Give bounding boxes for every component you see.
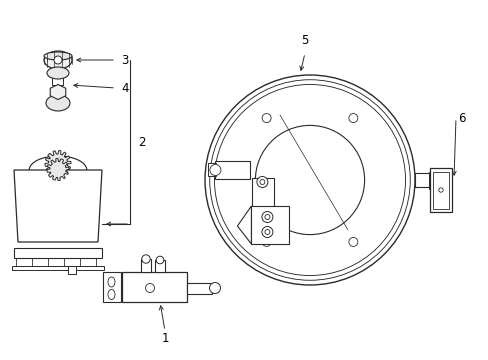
Circle shape — [348, 238, 357, 247]
Circle shape — [264, 230, 269, 234]
Polygon shape — [47, 158, 69, 180]
Ellipse shape — [108, 277, 115, 287]
Bar — [251, 206, 289, 244]
Circle shape — [209, 165, 221, 175]
Circle shape — [156, 256, 163, 264]
Bar — [122, 272, 186, 302]
Text: 1: 1 — [161, 332, 168, 345]
Bar — [103, 272, 121, 302]
Circle shape — [262, 211, 272, 222]
Circle shape — [256, 176, 267, 188]
Ellipse shape — [46, 95, 70, 111]
Ellipse shape — [47, 67, 69, 79]
Text: 6: 6 — [457, 112, 465, 125]
Circle shape — [209, 80, 409, 280]
Circle shape — [262, 238, 270, 247]
Circle shape — [255, 125, 364, 235]
Text: 3: 3 — [121, 54, 128, 67]
Circle shape — [204, 75, 414, 285]
Text: 4: 4 — [121, 81, 128, 94]
Circle shape — [214, 85, 405, 275]
Bar — [428, 171, 436, 189]
Circle shape — [262, 226, 272, 238]
Bar — [252, 178, 274, 243]
Bar — [155, 260, 164, 272]
Circle shape — [142, 255, 150, 263]
Bar — [186, 283, 212, 293]
Circle shape — [209, 283, 220, 293]
Circle shape — [145, 284, 154, 292]
Circle shape — [348, 113, 357, 122]
Bar — [52, 75, 63, 85]
Polygon shape — [50, 85, 66, 99]
Polygon shape — [14, 170, 102, 242]
Polygon shape — [237, 206, 251, 244]
Bar — [67, 266, 76, 274]
Ellipse shape — [44, 51, 72, 69]
Bar — [215, 161, 250, 179]
Bar — [429, 168, 451, 212]
Text: 2: 2 — [138, 135, 145, 149]
Bar — [141, 259, 151, 272]
Bar — [414, 173, 434, 187]
Bar — [14, 248, 102, 258]
Bar — [12, 266, 104, 270]
Polygon shape — [45, 150, 71, 176]
Bar — [208, 163, 216, 176]
Bar — [433, 171, 447, 208]
Circle shape — [54, 56, 62, 64]
Circle shape — [262, 113, 270, 122]
Text: 5: 5 — [301, 34, 308, 47]
Ellipse shape — [29, 156, 87, 184]
Ellipse shape — [44, 52, 72, 60]
Circle shape — [264, 215, 269, 220]
Circle shape — [259, 180, 264, 184]
Circle shape — [438, 188, 442, 192]
Ellipse shape — [108, 289, 115, 300]
